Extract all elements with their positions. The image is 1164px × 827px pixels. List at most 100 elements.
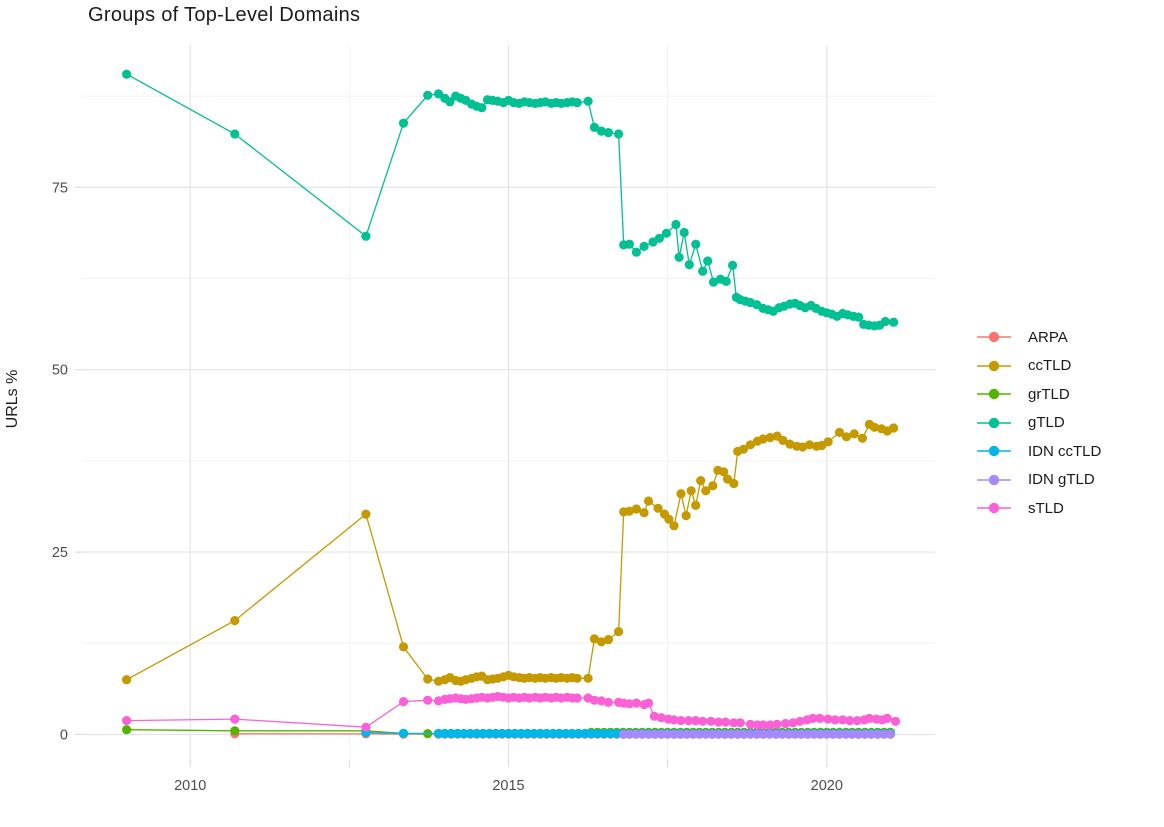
- series-point-idn-cctld: [472, 729, 482, 739]
- legend-key-dot: [988, 332, 1000, 343]
- series-point-idn-cctld: [586, 729, 596, 739]
- series-point-idn-gtld: [885, 729, 896, 739]
- series-point-idn-gtld: [682, 729, 692, 739]
- series-point-stld: [772, 719, 782, 729]
- series-point-gtld: [122, 69, 132, 79]
- legend-key-icon: [977, 417, 1011, 428]
- series-point-idn-gtld: [777, 729, 787, 739]
- series-point-stld: [845, 716, 855, 726]
- legend-item-cctld[interactable]: ccTLD: [976, 352, 1101, 381]
- legend-item-stld[interactable]: sTLD: [976, 494, 1101, 523]
- series-point-idn-cctld: [516, 729, 526, 739]
- legend-key-icon: [977, 503, 1011, 514]
- series-point-idn-gtld: [650, 729, 660, 739]
- series-point-gtld: [728, 260, 738, 270]
- series-point-idn-gtld: [834, 729, 845, 739]
- series-point-idn-cctld: [573, 729, 584, 739]
- series-point-idn-gtld: [694, 729, 705, 739]
- legend-item-label: sTLD: [1028, 499, 1064, 517]
- series-point-idn-gtld: [631, 729, 641, 739]
- series-point-stld: [691, 716, 701, 726]
- series-point-gtld: [671, 219, 681, 230]
- series-point-idn-gtld: [688, 729, 698, 739]
- series-point-idn-cctld: [478, 729, 488, 739]
- series-point-stld: [684, 716, 694, 726]
- series-point-stld: [830, 715, 840, 725]
- series-point-idn-cctld: [398, 728, 409, 739]
- series-point-cctld: [778, 435, 788, 445]
- legend-item-arpa[interactable]: ARPA: [976, 323, 1101, 352]
- series-point-stld: [706, 716, 716, 726]
- series-point-stld: [815, 713, 825, 724]
- series-point-stld: [721, 717, 731, 727]
- legend-key-icon: [977, 474, 1011, 485]
- series-point-stld: [788, 718, 798, 728]
- series-point-stld: [398, 697, 409, 707]
- series-point-stld: [808, 713, 818, 724]
- series-point-gtld: [708, 277, 719, 287]
- series-point-gtld: [583, 96, 593, 106]
- series-point-gtld: [854, 312, 864, 322]
- series-point-gtld: [603, 128, 614, 138]
- series-point-idn-gtld: [624, 729, 635, 739]
- series-point-stld: [882, 713, 892, 724]
- series-point-idn-cctld: [523, 729, 533, 739]
- series-point-idn-cctld: [484, 729, 494, 739]
- legend-key-icon: [977, 389, 1011, 400]
- series-point-cctld: [889, 423, 899, 433]
- series-point-stld: [589, 695, 600, 705]
- series-point-gtld: [691, 239, 701, 249]
- series-point-idn-cctld: [580, 729, 590, 739]
- series-point-cctld: [849, 429, 859, 439]
- series-point-cctld: [664, 514, 674, 524]
- series-point-cctld: [572, 673, 582, 683]
- series-point-gtld: [679, 227, 689, 238]
- series-line-cctld: [126, 423, 894, 682]
- series-point-cctld: [614, 627, 624, 637]
- series-point-cctld: [785, 439, 795, 449]
- series-point-idn-gtld: [828, 729, 838, 739]
- series-point-idn-cctld: [548, 729, 558, 739]
- series-point-idn-cctld: [593, 729, 603, 739]
- series-point-gtld: [398, 118, 409, 128]
- series-point-idn-gtld: [796, 729, 806, 739]
- series-point-idn-gtld: [669, 729, 679, 739]
- series-point-cctld: [841, 432, 852, 442]
- series-point-cctld: [603, 635, 614, 645]
- series-point-cctld: [583, 673, 593, 683]
- legend-item-gtld[interactable]: gTLD: [976, 409, 1101, 438]
- y-tick-label: 50: [52, 363, 68, 379]
- series-point-gtld: [361, 231, 371, 241]
- legend-item-idn-gtld[interactable]: IDN gTLD: [976, 466, 1101, 495]
- legend-item-label: IDN ccTLD: [1028, 442, 1102, 460]
- series-point-grtld: [230, 726, 240, 736]
- series-point-gtld: [639, 241, 649, 251]
- series-point-cctld: [823, 437, 833, 447]
- series-point-stld: [631, 698, 642, 708]
- series-point-idn-gtld: [726, 729, 736, 739]
- series-point-stld: [624, 699, 635, 709]
- series-point-idn-gtld: [758, 729, 768, 739]
- series-point-stld: [656, 713, 666, 723]
- series-point-idn-cctld: [459, 729, 469, 739]
- series-point-cctld: [643, 496, 654, 506]
- legend-item-grtld[interactable]: grTLD: [976, 380, 1101, 409]
- series-point-idn-gtld: [656, 729, 666, 739]
- series-point-cctld: [596, 637, 607, 647]
- series-point-cctld: [361, 509, 371, 519]
- y-tick-label: 0: [60, 727, 68, 743]
- series-point-idn-cctld: [612, 729, 622, 739]
- series-point-cctld: [122, 675, 132, 685]
- series-point-cctld: [669, 521, 679, 531]
- legend-item-idn-cctld[interactable]: IDN ccTLD: [976, 437, 1101, 466]
- series-point-grtld: [122, 725, 132, 735]
- legend-item-label: ccTLD: [1028, 357, 1072, 375]
- series-point-idn-gtld: [860, 729, 870, 739]
- x-tick-label: 2015: [492, 778, 524, 794]
- series-point-idn-cctld: [599, 729, 609, 739]
- series-point-idn-gtld: [879, 729, 889, 739]
- series-point-gtld: [631, 247, 642, 257]
- series-point-gtld: [698, 266, 708, 276]
- series-point-stld: [361, 722, 371, 732]
- series-point-idn-cctld: [510, 729, 520, 739]
